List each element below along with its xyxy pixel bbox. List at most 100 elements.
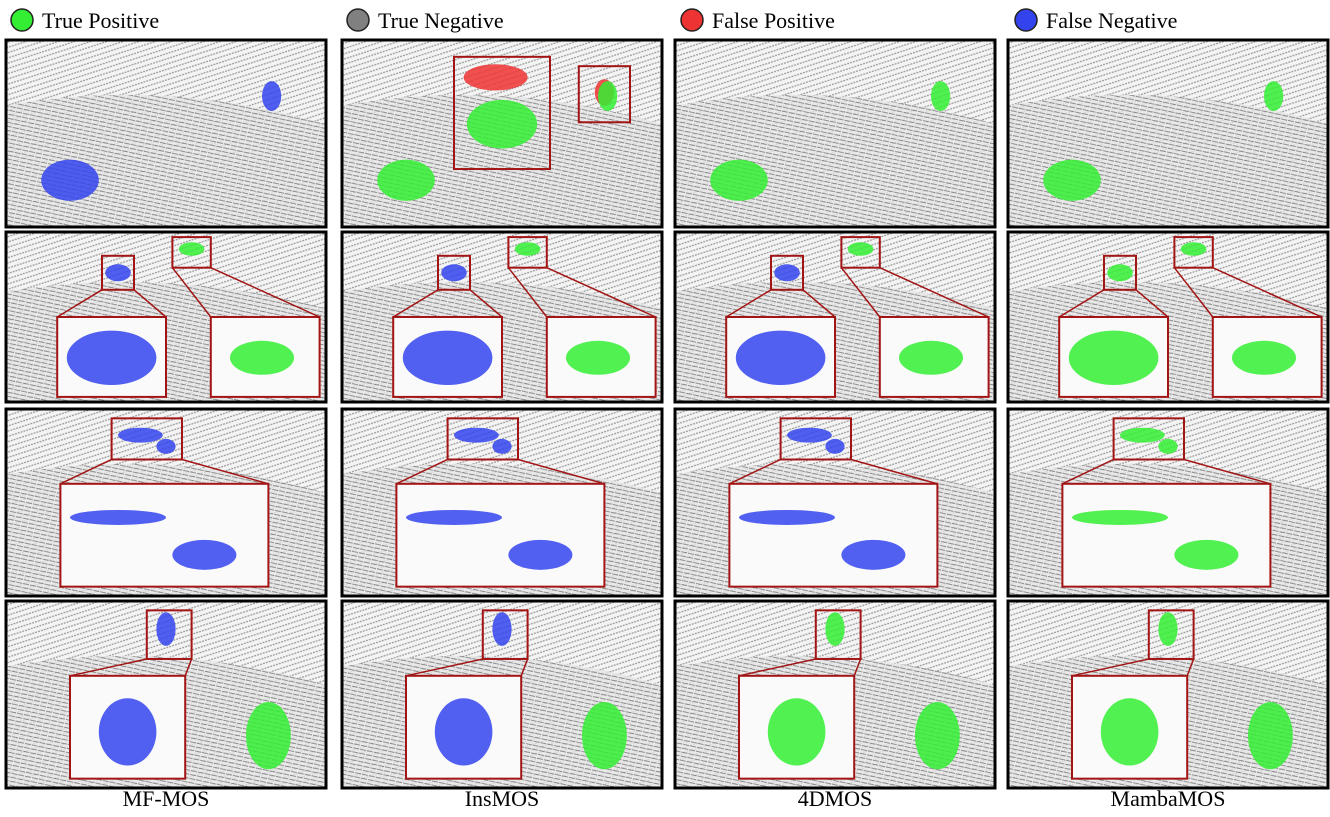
point-cluster — [492, 438, 512, 454]
zoom-source — [437, 254, 471, 291]
zoom-connector — [1173, 267, 1214, 318]
ground-scan — [6, 94, 326, 228]
point-cluster — [899, 340, 963, 375]
point-cluster — [1100, 698, 1159, 766]
zoom-connector — [850, 458, 938, 485]
result-panel — [340, 407, 664, 598]
zoom-connector — [1135, 289, 1169, 318]
ground-scan — [1008, 94, 1328, 228]
zoom-connector — [133, 289, 167, 318]
point-cluster — [787, 427, 832, 443]
zoom-source — [840, 236, 881, 269]
point-cluster — [915, 701, 960, 770]
result-panel — [4, 230, 328, 404]
panel-border — [673, 230, 997, 404]
zoom-connector — [879, 267, 989, 318]
panel-border — [4, 599, 328, 790]
zoom-connector — [802, 289, 836, 318]
point-cluster — [1158, 438, 1178, 454]
point-cluster — [735, 330, 826, 385]
result-panel — [1006, 38, 1330, 229]
point-cluster — [402, 330, 493, 385]
zoom-inset — [59, 482, 270, 588]
zoom-connector — [840, 267, 881, 318]
column-label: InsMOS — [465, 786, 540, 811]
point-cluster — [1068, 330, 1159, 385]
point-cluster — [454, 427, 499, 443]
zoom-connector — [1212, 267, 1322, 318]
column-label: 4DMOS — [798, 786, 873, 811]
point-cluster — [508, 539, 573, 570]
zoom-connector — [60, 458, 112, 485]
zoom-connector — [69, 658, 147, 677]
column-label: MambaMOS — [1111, 786, 1226, 811]
point-cluster — [1174, 539, 1239, 570]
point-cluster — [847, 242, 874, 256]
point-cluster — [582, 701, 627, 770]
result-panel — [673, 230, 997, 404]
result-panel — [1006, 407, 1330, 598]
panel-border — [4, 38, 328, 229]
panel-border — [1006, 38, 1330, 229]
result-panel — [4, 38, 328, 229]
zoom-connector — [517, 458, 605, 485]
panel-grid — [4, 38, 1330, 790]
point-cluster — [514, 242, 541, 256]
point-cluster — [377, 159, 435, 201]
zoom-source — [507, 236, 548, 269]
panel-border — [1006, 599, 1330, 790]
point-cluster — [172, 539, 237, 570]
zoom-source — [481, 609, 529, 660]
zoom-source — [577, 65, 631, 124]
result-panel — [673, 38, 997, 229]
zoom-source — [1173, 236, 1214, 269]
zoom-connector — [405, 658, 483, 677]
zoom-connector — [56, 289, 103, 318]
zoom-source — [770, 254, 804, 291]
legend-label: True Positive — [42, 8, 159, 33]
zoom-source — [110, 417, 183, 461]
zoom-connector — [184, 658, 193, 677]
zoom-source — [171, 236, 212, 269]
zoom-connector — [1186, 658, 1195, 677]
panel-border — [340, 38, 664, 229]
zoom-connector — [729, 458, 781, 485]
point-cluster — [98, 698, 157, 766]
zoom-inset — [395, 482, 606, 588]
zoom-connector — [1058, 289, 1105, 318]
point-cluster — [710, 159, 768, 201]
zoom-connector — [210, 267, 320, 318]
panel-border — [340, 230, 664, 404]
legend-swatch — [10, 8, 34, 32]
legend: True Positive True Negative False Positive… — [10, 8, 1177, 33]
point-cluster — [739, 509, 835, 525]
column-label: MF-MOS — [123, 786, 210, 811]
zoom-source — [446, 417, 520, 461]
point-cluster — [1158, 612, 1178, 646]
zoom-inset — [728, 482, 939, 588]
zoom-source — [814, 609, 862, 660]
point-cluster — [463, 64, 528, 91]
zoom-connector — [1062, 458, 1114, 485]
point-cluster — [1232, 340, 1296, 375]
zoom-inset — [1061, 482, 1272, 588]
point-cluster — [1107, 264, 1133, 282]
point-cluster — [774, 264, 800, 282]
point-cluster — [931, 81, 951, 112]
panel-border — [673, 38, 997, 229]
result-panel — [340, 599, 664, 790]
point-cluster — [1248, 701, 1293, 770]
zoom-connector — [181, 458, 269, 485]
zoom-connector — [853, 658, 862, 677]
point-cluster — [406, 509, 502, 525]
legend-swatch — [346, 8, 370, 32]
point-cluster — [466, 99, 538, 149]
zoom-connector — [1071, 658, 1149, 677]
point-cluster — [434, 698, 493, 766]
zoom-connector — [507, 267, 548, 318]
zoom-source — [1103, 254, 1137, 291]
point-cluster — [1072, 509, 1168, 525]
zoom-connector — [171, 267, 212, 318]
panel-border — [673, 599, 997, 790]
point-cluster — [492, 612, 512, 646]
